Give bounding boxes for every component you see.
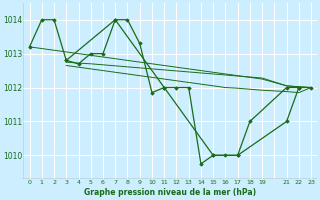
X-axis label: Graphe pression niveau de la mer (hPa): Graphe pression niveau de la mer (hPa): [84, 188, 256, 197]
